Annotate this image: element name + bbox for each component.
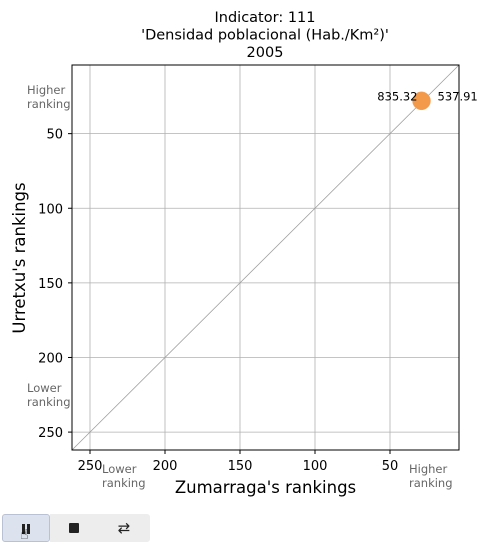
y-tick-label-250: 250	[38, 426, 63, 441]
corner-label-y-high-1: Higher	[27, 83, 66, 97]
x-tick-label-150: 150	[228, 459, 253, 474]
chart-title: Indicator: 111 'Densidad poblacional (Hab…	[141, 10, 389, 61]
y-axis-label: Urretxu's rankings	[10, 182, 29, 333]
loop-button[interactable]: ⇄	[98, 514, 150, 542]
data-point-1	[412, 91, 431, 111]
corner-label-y-low-1: Lower	[27, 381, 62, 395]
x-axis-label: Zumarraga's rankings	[175, 478, 356, 497]
x-tick-label-200: 200	[153, 459, 178, 474]
diagonal-line	[71, 64, 460, 451]
pause-icon	[21, 519, 31, 538]
chart: Indicator: 111 'Densidad poblacional (Hab…	[10, 10, 478, 497]
grid	[72, 65, 459, 450]
stop-icon	[69, 523, 79, 533]
y-tick-label-200: 200	[38, 351, 63, 366]
ticks: 250 200 150 100 50 50 100 150 200 250	[38, 128, 398, 474]
playback-controls: ⇄	[2, 514, 150, 542]
plot-frame	[71, 64, 460, 451]
y-tick-label-50: 50	[46, 128, 63, 143]
hand-cursor-icon: ☝	[20, 527, 29, 543]
loop-icon: ⇄	[117, 518, 131, 537]
title-line-2: 'Densidad poblacional (Hab./Km²)'	[141, 28, 389, 44]
corner-labels: HigherrankingLowerrankingLowerrankingHig…	[27, 83, 453, 490]
point-label-right-1: 537.91	[438, 89, 478, 103]
x-tick-label-100: 100	[303, 459, 328, 474]
title-line-3: 2005	[247, 45, 284, 61]
y-tick-label-150: 150	[38, 277, 63, 292]
corner-label-x-low-2: ranking	[102, 476, 146, 490]
corner-label-x-high-2: ranking	[409, 476, 453, 490]
y-tick-label-100: 100	[38, 202, 63, 217]
data-points: 835.32 537.91	[377, 89, 478, 111]
corner-label-y-low-2: ranking	[27, 395, 71, 409]
stop-button[interactable]	[50, 514, 98, 542]
corner-label-x-high-1: Higher	[409, 462, 448, 476]
x-tick-label-250: 250	[78, 459, 103, 474]
x-tick-label-50: 50	[382, 459, 399, 474]
point-label-left-1: 835.32	[377, 89, 417, 103]
corner-label-y-high-2: ranking	[27, 97, 71, 111]
title-line-1: Indicator: 111	[215, 10, 316, 26]
pause-button[interactable]	[2, 514, 50, 542]
corner-label-x-low-1: Lower	[102, 462, 137, 476]
